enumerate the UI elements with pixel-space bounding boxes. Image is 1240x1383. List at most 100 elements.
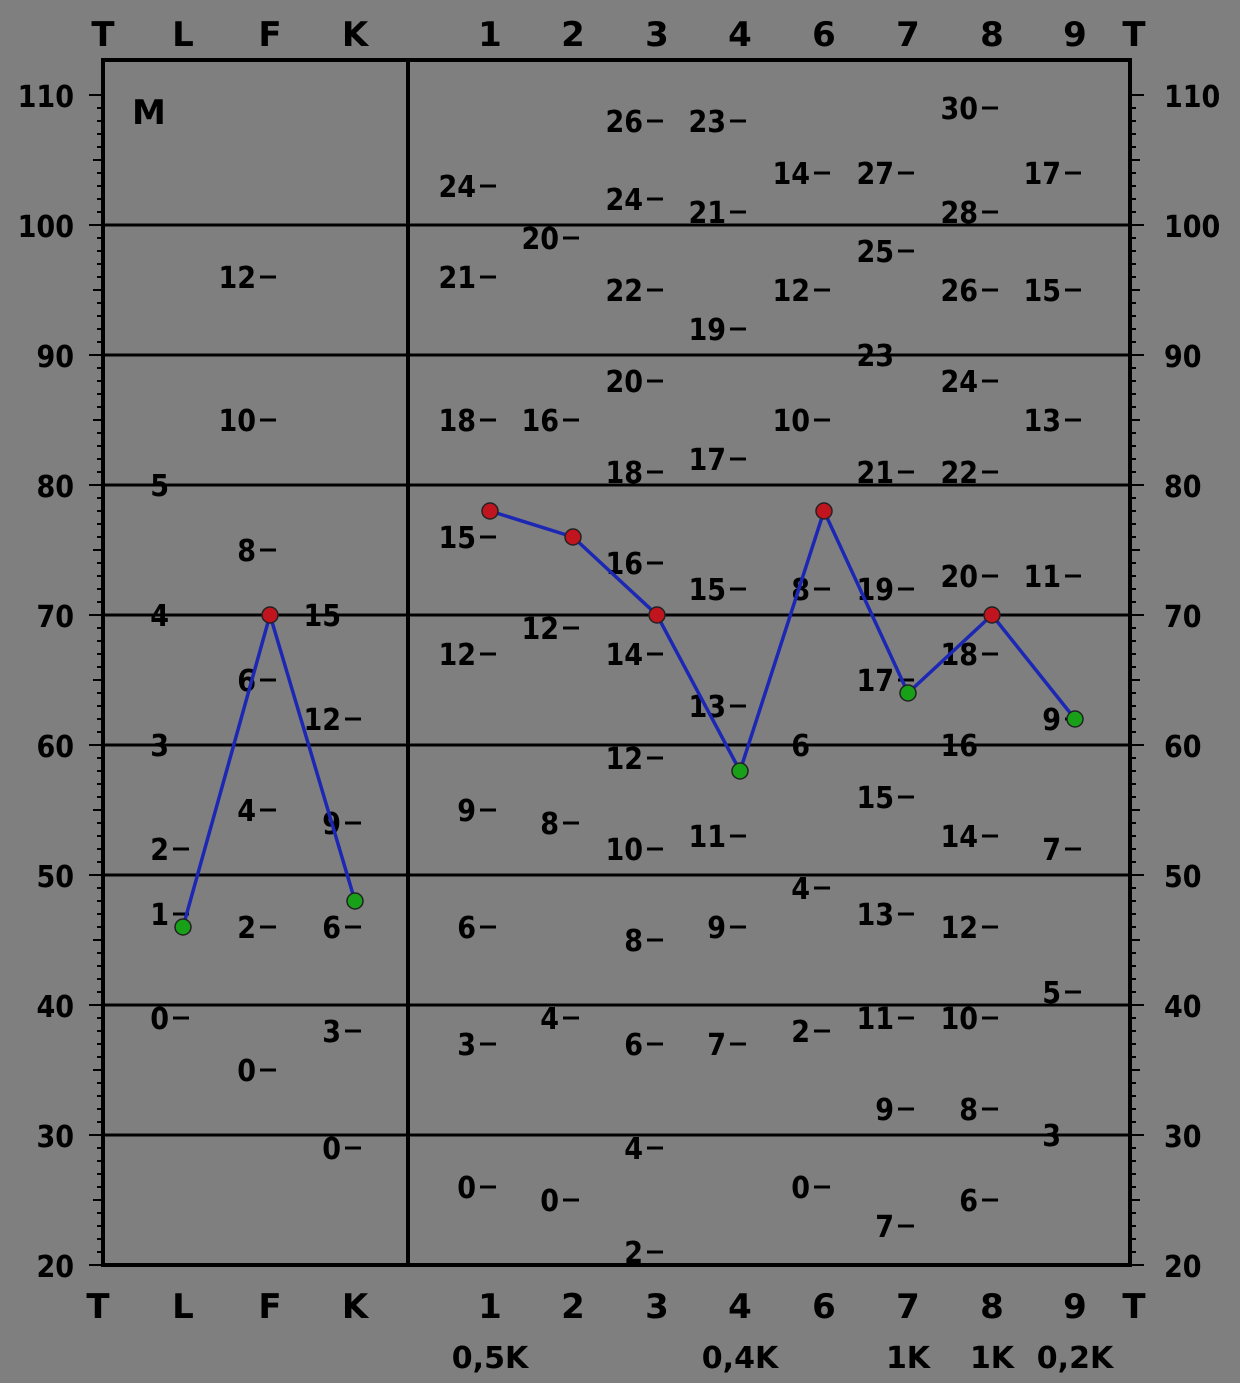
raw-score-scales: 2421181512963020161284026242220181614121… [150, 92, 1081, 1271]
raw-score-label: 15 [856, 781, 894, 816]
x-label-top-7: 7 [896, 15, 920, 55]
raw-score-label: 15 [438, 521, 476, 556]
x-label-top-8: 8 [980, 15, 1004, 55]
raw-score-label: 14 [772, 157, 810, 192]
raw-score-label: 2 [237, 911, 256, 946]
raw-score-label: 20 [605, 365, 643, 400]
raw-score-label: 1 [150, 898, 169, 933]
y-tick-label-right: 100 [1164, 210, 1220, 245]
y-tick-label-left: 100 [18, 210, 74, 245]
y-tick-label-right: 70 [1164, 600, 1202, 635]
raw-score-label: 11 [1023, 560, 1061, 595]
raw-score-label: 17 [856, 664, 894, 699]
x-label-bottom-6: 6 [812, 1287, 836, 1327]
raw-score-label: 9 [1042, 703, 1061, 738]
raw-score-label: 14 [605, 638, 643, 673]
y-tick-label-right: 50 [1164, 860, 1202, 895]
raw-score-label: 13 [1023, 404, 1061, 439]
x-label-top-L: L [172, 15, 194, 55]
x-end-label-top-right: T [1122, 15, 1146, 55]
k-correction-label: 0,4K [702, 1341, 780, 1376]
raw-score-label: 12 [772, 274, 810, 309]
raw-score-label: 15 [688, 573, 726, 608]
raw-score-label: 0 [540, 1184, 559, 1219]
x-label-bottom-3: 3 [645, 1287, 669, 1327]
raw-score-label: 12 [940, 911, 978, 946]
y-tick-label-left: 110 [18, 80, 74, 115]
raw-score-label: 8 [959, 1093, 978, 1128]
raw-score-label: 6 [457, 911, 476, 946]
x-label-bottom-L: L [172, 1287, 194, 1327]
raw-score-label: 9 [875, 1093, 894, 1128]
raw-score-label: 10 [772, 404, 810, 439]
raw-score-label: 23 [688, 105, 726, 140]
raw-score-label: 30 [940, 92, 978, 127]
y-tick-label-right: 110 [1164, 80, 1220, 115]
raw-score-label: 2 [791, 1015, 810, 1050]
k-correction-label: 0,5K [452, 1341, 530, 1376]
raw-score-label: 19 [688, 313, 726, 348]
x-label-top-F: F [258, 15, 281, 55]
raw-score-label: 23 [856, 339, 894, 374]
raw-score-label: 21 [856, 456, 894, 491]
y-tick-label-right: 80 [1164, 470, 1202, 505]
raw-score-label: 3 [322, 1015, 341, 1050]
x-label-top-4: 4 [728, 15, 752, 55]
raw-score-label: 6 [791, 729, 810, 764]
raw-score-label: 0 [322, 1132, 341, 1167]
raw-score-label: 4 [540, 1002, 559, 1037]
x-label-top-1: 1 [478, 15, 502, 55]
raw-score-label: 18 [438, 404, 476, 439]
y-tick-label-left: 70 [36, 600, 74, 635]
raw-score-label: 11 [688, 820, 726, 855]
raw-score-label: 17 [1023, 157, 1061, 192]
y-tick-label-right: 30 [1164, 1120, 1202, 1155]
x-label-bottom-1: 1 [478, 1287, 502, 1327]
y-tick-label-right: 40 [1164, 990, 1202, 1025]
raw-score-label: 12 [303, 703, 341, 738]
raw-score-label: 10 [940, 1002, 978, 1037]
raw-score-label: 3 [457, 1028, 476, 1063]
clinical-point-7 [899, 684, 917, 702]
clinical-point-3 [648, 606, 666, 624]
clinical-point-1 [481, 502, 499, 520]
raw-score-label: 12 [438, 638, 476, 673]
raw-score-label: 22 [605, 274, 643, 309]
raw-score-label: 3 [1042, 1119, 1061, 1154]
raw-score-label: 2 [624, 1236, 643, 1271]
raw-score-label: 8 [624, 924, 643, 959]
y-tick-label-left: 50 [36, 860, 74, 895]
raw-score-label: 10 [605, 833, 643, 868]
raw-score-label: 8 [237, 534, 256, 569]
clinical-point-4 [731, 762, 749, 780]
raw-score-label: 15 [1023, 274, 1061, 309]
tick-marks [89, 94, 1144, 1266]
raw-score-label: 9 [707, 911, 726, 946]
raw-score-label: 6 [322, 911, 341, 946]
k-correction-label: 1K [886, 1341, 932, 1376]
chart-frame [101, 58, 1132, 1267]
y-tick-label-left: 90 [36, 340, 74, 375]
y-tick-label-right: 20 [1164, 1250, 1202, 1285]
clinical-profile-line [489, 506, 1077, 776]
x-label-top-6: 6 [812, 15, 836, 55]
x-end-label-bottom-right: T [1122, 1287, 1146, 1327]
validity-point-K [346, 892, 364, 910]
clinical-point-6 [815, 502, 833, 520]
x-label-top-9: 9 [1063, 15, 1087, 55]
y-tick-label-right: 90 [1164, 340, 1202, 375]
raw-score-label: 17 [688, 443, 726, 478]
x-label-bottom-9: 9 [1063, 1287, 1087, 1327]
k-correction-label: 1K [970, 1341, 1016, 1376]
raw-score-label: 20 [521, 222, 559, 257]
raw-score-label: 12 [521, 612, 559, 647]
raw-score-label: 4 [624, 1132, 643, 1167]
profile-points [174, 502, 1084, 936]
raw-score-label: 8 [540, 807, 559, 842]
x-label-bottom-F: F [258, 1287, 281, 1327]
raw-score-label: 24 [438, 170, 476, 205]
clinical-point-2 [564, 528, 582, 546]
panel-label: M [132, 93, 166, 133]
